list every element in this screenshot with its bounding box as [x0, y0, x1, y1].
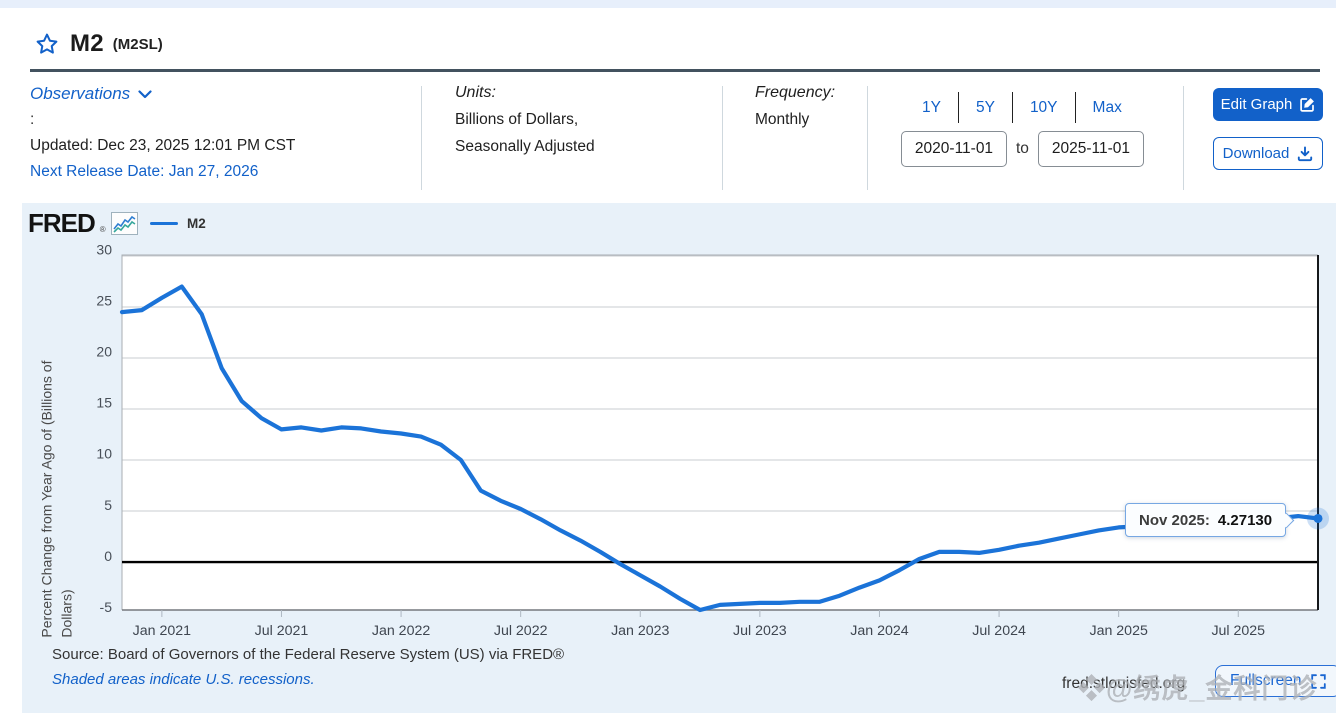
y-tick-label: 10: [96, 446, 112, 462]
series-id: (M2SL): [112, 35, 163, 53]
chart-container: 30 25 20 15 10 5 0 -5 Jan 2021 Jul 2021 Jan 2022 Ju…: [22, 203, 1336, 713]
y-tick-label: 20: [96, 344, 112, 360]
frequency-column: Frequency: Monthly: [755, 84, 835, 129]
units-value-line1: Billions of Dollars,: [455, 111, 579, 128]
fred-logo-registered-mark: ®: [99, 225, 106, 234]
y-axis-title: Percent Change from Year Ago of (Billion…: [38, 360, 74, 638]
plot-area[interactable]: [122, 255, 1318, 610]
range-selector: 1Y 5Y 10Y Max: [905, 92, 1139, 123]
fred-logo-text: FRED: [28, 208, 96, 238]
x-tick-label: Jul 2024: [972, 623, 1026, 639]
range-10y[interactable]: 10Y: [1029, 98, 1058, 116]
data-point-marker[interactable]: [1313, 513, 1323, 523]
range-1y[interactable]: 1Y: [922, 98, 941, 116]
y-tick-label: 15: [96, 395, 112, 411]
date-range-controls: to: [901, 131, 1144, 167]
recessions-note-link[interactable]: Shaded areas indicate U.S. recessions.: [52, 671, 315, 688]
plot-border: [121, 254, 1318, 610]
range-separator: [957, 92, 959, 123]
y-tick-label: 0: [104, 548, 112, 564]
y-tick-label: -5: [100, 599, 113, 615]
vertical-divider: [1183, 86, 1184, 190]
units-column: Units: Billions of Dollars, Seasonally A…: [455, 84, 595, 156]
download-icon: [1298, 146, 1313, 161]
y-tick-label: 25: [96, 293, 112, 309]
start-date-input[interactable]: [901, 131, 1007, 167]
vertical-divider: [421, 86, 422, 190]
fullscreen-button[interactable]: Fullscreen: [1215, 665, 1336, 697]
m2-line-chart[interactable]: 30 25 20 15 10 5 0 -5 Jan 2021 Jul 2021 Jan 2022 Ju…: [22, 203, 1336, 713]
observations-dropdown[interactable]: Observations: [30, 84, 152, 104]
frequency-value: Monthly: [755, 111, 810, 128]
download-button[interactable]: Download: [1213, 137, 1323, 170]
tooltip-value: 4.27130: [1217, 511, 1273, 529]
range-5y[interactable]: 5Y: [975, 98, 995, 116]
end-date-input[interactable]: [1037, 131, 1144, 167]
chevron-down-icon: [138, 89, 152, 98]
meta-bar: Observations : Updated: Dec 23, 2025 12:…: [0, 84, 1336, 205]
x-tick-label: Jul 2021: [255, 623, 309, 639]
observations-label: Observations: [30, 84, 131, 103]
x-tick-label: Jan 2025: [1089, 623, 1147, 639]
source-attribution: Source: Board of Governors of the Federa…: [52, 646, 565, 663]
tooltip-date: Nov 2025:: [1139, 511, 1210, 529]
edit-pencil-icon: [1300, 98, 1315, 112]
fred-url-text: fred.stlouisfed.org: [1062, 675, 1186, 692]
frequency-label: Frequency:: [755, 84, 836, 101]
x-tick-label: Jan 2024: [850, 623, 908, 639]
next-release-link[interactable]: Next Release Date: Jan 27, 2026: [30, 163, 259, 180]
top-strip: [0, 0, 1336, 8]
data-tooltip: Nov 2025: 4.27130: [1125, 503, 1294, 537]
units-label: Units:: [455, 84, 496, 101]
star-icon: [36, 33, 58, 54]
series-header: M2 (M2SL): [35, 28, 1336, 60]
title-divider: [30, 69, 1320, 72]
units-value-line2: Seasonally Adjusted: [455, 138, 595, 155]
observations-colon: :: [30, 111, 35, 128]
fullscreen-icon: [1310, 673, 1326, 689]
action-buttons: Edit Graph Download: [1213, 84, 1323, 170]
updated-text: Updated: Dec 23, 2025 12:01 PM CST: [30, 137, 296, 154]
fred-chart-icon: [110, 212, 138, 235]
x-tick-label: Jul 2022: [494, 623, 548, 639]
y-tick-label: 5: [104, 497, 112, 513]
vertical-divider: [722, 86, 723, 190]
edit-graph-button[interactable]: Edit Graph: [1213, 88, 1323, 121]
x-tick-label: Jul 2023: [733, 623, 787, 639]
x-tick-label: Jul 2025: [1211, 623, 1265, 639]
range-separator: [1074, 92, 1076, 123]
legend-item-m2: M2: [150, 216, 206, 231]
legend-line-swatch: [150, 221, 178, 226]
download-label: Download: [1222, 145, 1290, 162]
favorite-star-button[interactable]: [35, 32, 59, 56]
date-range-to-label: to: [1016, 140, 1029, 157]
observations-column: Observations : Updated: Dec 23, 2025 12:…: [30, 84, 295, 181]
edit-graph-label: Edit Graph: [1220, 96, 1293, 113]
vertical-divider: [867, 86, 868, 190]
page-title: M2: [70, 30, 104, 57]
x-tick-label: Jan 2022: [372, 623, 430, 639]
fred-logo[interactable]: FRED ®: [28, 208, 138, 238]
legend-label: M2: [187, 216, 206, 231]
m2-series-line: [119, 284, 1321, 613]
fullscreen-label: Fullscreen: [1230, 672, 1302, 689]
range-separator: [1011, 92, 1013, 123]
x-tick-label: Jan 2023: [611, 623, 669, 639]
range-max[interactable]: Max: [1092, 98, 1122, 116]
x-tick-label: Jan 2021: [133, 623, 191, 639]
y-tick-label: 30: [96, 242, 112, 258]
